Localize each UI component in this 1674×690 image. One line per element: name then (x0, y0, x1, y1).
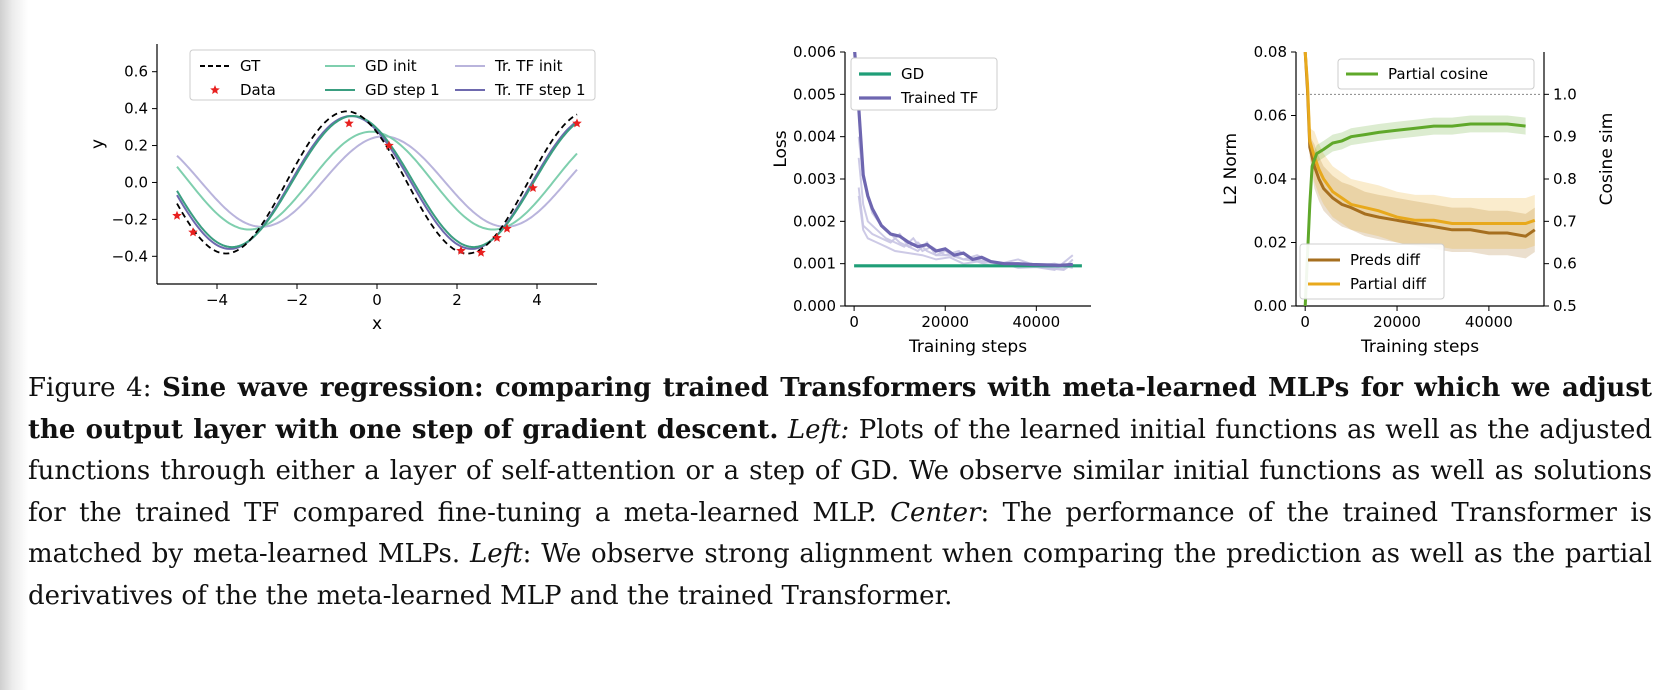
y-tick-label: 0.0 (124, 173, 148, 191)
y-tick-label: 0.6 (1553, 255, 1577, 273)
page-edge-shadow (0, 0, 28, 690)
x-tick-label: 20000 (921, 313, 969, 331)
y-axis-label: Loss (771, 130, 791, 167)
caption-center-text: : The performance of the trained Transfo… (28, 497, 1652, 570)
preds-diff-line (1303, 52, 1536, 238)
y-tick-label: 0.001 (793, 255, 836, 273)
y-tick-label: 0.004 (793, 128, 836, 146)
seed-run-line (857, 187, 1074, 269)
legend-label: Data (240, 81, 276, 99)
series-line-gd-init (176, 130, 578, 231)
y-tick-label: 0.8 (1553, 170, 1577, 188)
y-tick-label: 0.7 (1553, 212, 1577, 230)
x-tick-label: 40000 (1012, 313, 1060, 331)
y-tick-label: 0.08 (1254, 43, 1287, 61)
caption-right-text: : We observe strong alignment when compa… (28, 539, 1652, 611)
caption-label: Figure 4: (28, 373, 152, 403)
caption-left-text: Plots of the learned initial functions a… (28, 414, 1653, 528)
left-sine-plot: −4 −2 0 2 4 −0.4 −0.2 0.0 0.2 0.4 0.6 x y GT Data GD in… (88, 44, 597, 334)
y-tick-label: 0.005 (793, 85, 836, 103)
legend-cosine: Partial cosine (1337, 58, 1535, 90)
x-tick-label: 2 (452, 291, 462, 309)
x-axis-label: Training steps (1360, 337, 1479, 357)
y-axis-label-right: Cosine sim (1597, 113, 1617, 206)
series-line-tr-tf-step-1 (176, 114, 578, 250)
y-tick-label: 1.0 (1553, 85, 1577, 103)
x-tick-label: 4 (532, 291, 542, 309)
series-line-tr-tf-init (176, 135, 578, 228)
legend-label: GD init (365, 57, 417, 75)
legend-label: GD (901, 65, 924, 83)
legend-label: GD step 1 (365, 81, 440, 99)
legend-box (1337, 58, 1535, 90)
y-tick-label: −0.2 (112, 210, 148, 228)
series-line-gd-step-1 (176, 114, 578, 249)
y-tick-label: 0.06 (1254, 107, 1287, 125)
caption-title: Sine wave regression: comparing trained … (28, 373, 1652, 445)
caption-left-label: Left: (787, 414, 850, 445)
y-tick-label: 0.5 (1553, 297, 1577, 315)
figure-4: −4 −2 0 2 4 −0.4 −0.2 0.0 0.2 0.4 0.6 x y GT Data GD in… (88, 43, 1617, 357)
x-tick-label: 0 (1300, 313, 1310, 331)
data-point (572, 118, 582, 128)
y-tick-label: 0.2 (124, 137, 148, 155)
partial-diff-band (1305, 52, 1535, 249)
figure-caption: Figure 4: Sine wave regression: comparin… (28, 368, 1652, 617)
legend-label: Partial diff (1350, 275, 1427, 293)
caption-right-label: Left (469, 539, 523, 569)
data-point (344, 118, 354, 128)
y-tick-label: 0.002 (793, 212, 836, 230)
legend-box (189, 49, 596, 101)
y-axis-label: y (88, 139, 108, 149)
seed-run-line (857, 195, 1074, 272)
y-tick-label: 0.9 (1553, 128, 1577, 146)
y-axis-label-left: L2 Norm (1221, 133, 1241, 205)
data-point (476, 247, 486, 257)
x-tick-label: −2 (286, 291, 308, 309)
x-tick-label: 20000 (1373, 313, 1421, 331)
legend: GT Data GD init GD step 1 Tr. TF init Tr. TF … (189, 49, 596, 101)
data-point (528, 183, 538, 192)
x-tick-label: 40000 (1465, 313, 1513, 331)
data-point (456, 245, 466, 255)
caption-center-label: Center (890, 497, 981, 528)
y-tick-label: −0.4 (112, 247, 148, 265)
legend-label: Preds diff (1350, 251, 1421, 269)
x-tick-label: −4 (206, 291, 228, 309)
y-tick-label: 0.003 (793, 170, 836, 188)
data-point (188, 227, 198, 237)
legend-label: Trained TF (900, 89, 978, 107)
y-tick-label: 0.4 (124, 100, 148, 118)
right-alignment-plot: 0 20000 40000 0.00 0.02 0.04 0.06 0.08 0.5 0.6 0.7… (1221, 43, 1617, 357)
x-tick-label: 0 (372, 291, 382, 309)
data-point (172, 210, 182, 220)
series-line-gt (176, 110, 578, 255)
legend-label: GT (240, 57, 261, 75)
y-tick-label: 0.6 (124, 63, 148, 81)
legend-diffs: Preds diff Partial diff (1299, 243, 1445, 300)
data-point (502, 223, 512, 233)
legend-marker (210, 85, 220, 94)
data-point (384, 140, 394, 150)
trained-tf-loss-line (853, 52, 1073, 268)
y-tick-label: 0.00 (1254, 297, 1287, 315)
y-tick-label: 0.02 (1254, 234, 1287, 252)
legend-label: Tr. TF init (494, 57, 563, 75)
plot-area (853, 52, 1082, 272)
data-point (492, 232, 502, 242)
legend-label: Tr. TF step 1 (494, 81, 586, 99)
y-tick-label: 0.04 (1254, 170, 1287, 188)
partial-cosine-line (1303, 122, 1526, 306)
y-tick-label: 0.006 (793, 43, 836, 61)
x-tick-label: 0 (849, 313, 859, 331)
y-tick-label: 0.000 (793, 297, 836, 315)
center-loss-plot: 0 20000 40000 0.000 0.001 0.002 0.003 0.004 0.00… (771, 43, 1091, 357)
x-axis-label: x (372, 314, 382, 334)
plot-area (1303, 52, 1536, 306)
legend-label: Partial cosine (1388, 65, 1488, 83)
legend: GD Trained TF (850, 57, 998, 111)
x-axis-label: Training steps (908, 337, 1027, 357)
